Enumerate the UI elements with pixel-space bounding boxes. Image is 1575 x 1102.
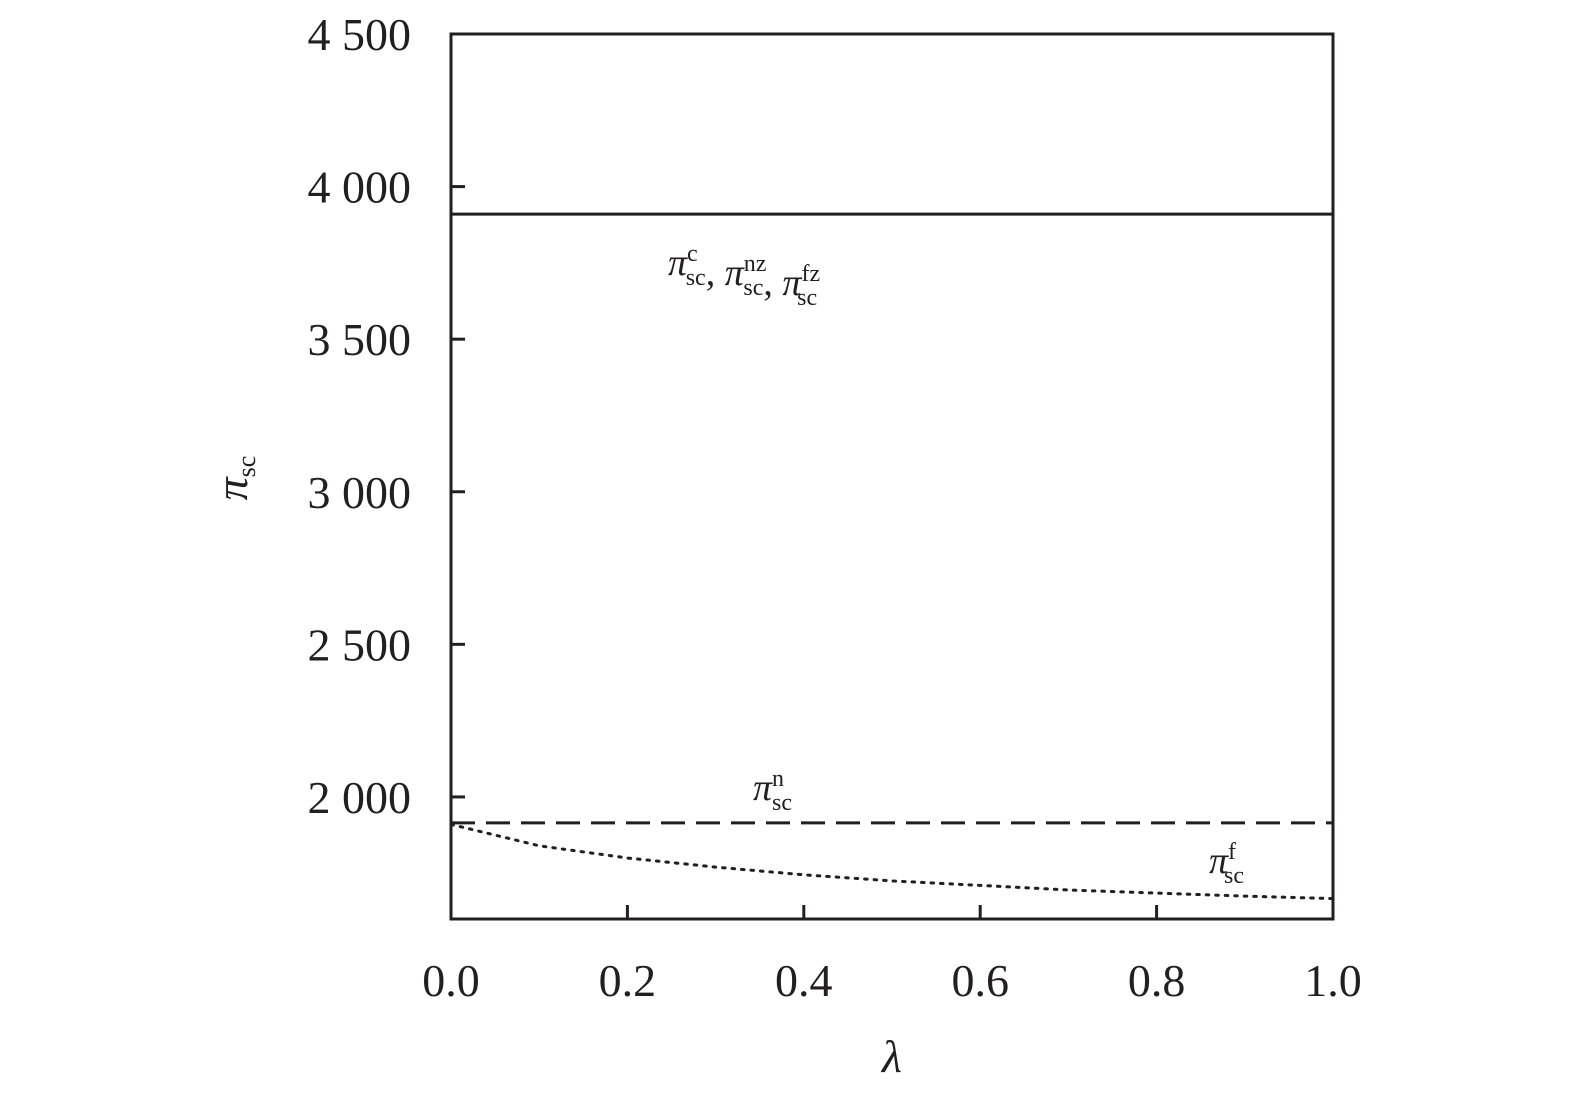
- series-layer: [449, 212, 1335, 901]
- x-tick-label: 0.4: [775, 955, 833, 1006]
- annotation-subscript: sc: [772, 790, 792, 816]
- svg-text:πsc: πsc: [206, 456, 261, 501]
- x-tick-label: 0.8: [1128, 955, 1186, 1006]
- y-tick-label: 4 000: [308, 162, 412, 213]
- annotation-symbol: π: [668, 242, 688, 284]
- annotation-superscript: fz: [801, 261, 820, 287]
- annotation-subscript: sc: [686, 265, 706, 291]
- dashed-line-label: πn sc: [753, 766, 792, 816]
- annotation-subscript: sc: [743, 275, 763, 301]
- annotation-superscript: n: [772, 766, 784, 792]
- annotation-superscript: c: [687, 241, 698, 267]
- y-tick-label: 3 000: [308, 467, 412, 518]
- annotation-symbol: π: [782, 262, 802, 304]
- annotation-symbol: π: [1209, 840, 1229, 882]
- y-tick-label: 2 000: [308, 772, 412, 823]
- y-axis-title-sub: sc: [232, 456, 261, 478]
- y-axis-title: πsc: [206, 456, 261, 501]
- annotation-symbol: π: [753, 767, 773, 809]
- y-axis-ticks: 2 000 2 500 3 000 3 500 4 000 4 500: [308, 9, 465, 823]
- series-line-dotted: [449, 822, 1335, 901]
- x-axis-ticks: 0.0 0.2 0.4 0.6 0.8 1.0: [422, 905, 1362, 1006]
- y-axis-title-symbol: π: [206, 475, 257, 500]
- plot-frame: [449, 32, 1335, 921]
- annotation-separator: ,: [763, 262, 782, 304]
- x-tick-label: 0.2: [599, 955, 657, 1006]
- annotation-symbol: π: [725, 252, 745, 294]
- solid-line-label: πc sc, πnz sc, πfz sc: [668, 241, 820, 311]
- annotation-subscript: sc: [797, 285, 817, 311]
- x-tick-label: 0.0: [422, 955, 480, 1006]
- annotation-superscript: nz: [744, 251, 767, 277]
- x-tick-label: 1.0: [1304, 955, 1362, 1006]
- y-tick-label: 3 500: [308, 314, 412, 365]
- x-axis-title: λ: [880, 1031, 902, 1082]
- annotation-superscript: f: [1228, 839, 1236, 865]
- y-tick-label: 4 500: [308, 9, 412, 60]
- y-tick-label: 2 500: [308, 619, 412, 670]
- x-tick-label: 0.6: [951, 955, 1009, 1006]
- annotation-separator: ,: [706, 252, 725, 294]
- dotted-line-label: πf sc: [1209, 839, 1244, 889]
- annotation-subscript: sc: [1224, 863, 1244, 889]
